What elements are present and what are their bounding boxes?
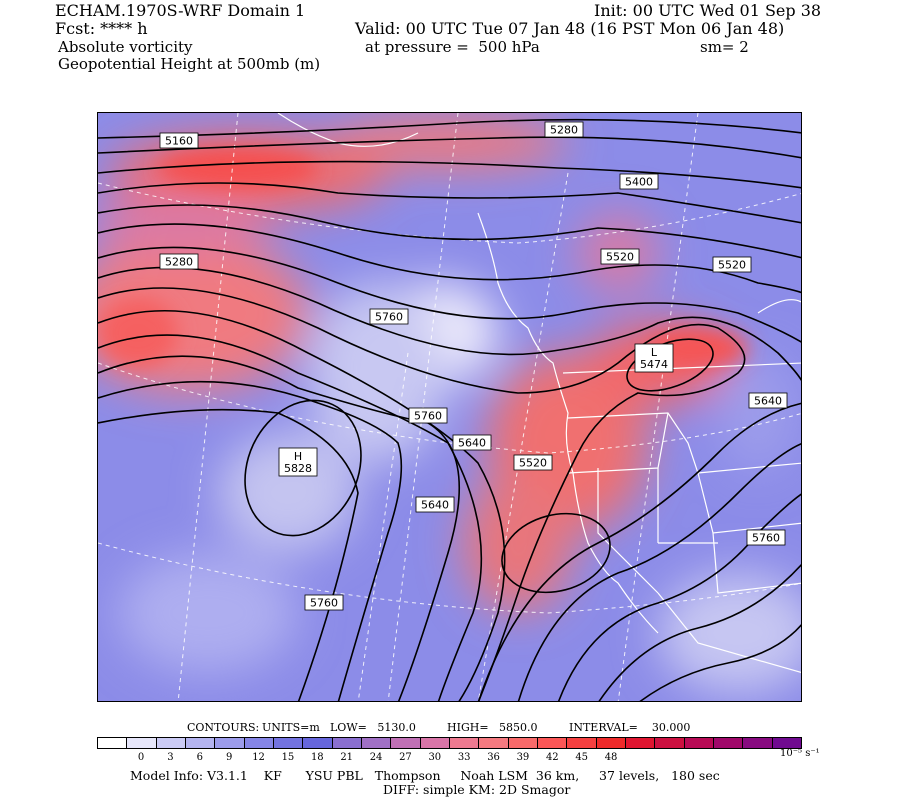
svg-text:L: L bbox=[651, 346, 658, 359]
colorbar-segment bbox=[215, 738, 245, 748]
contour-label: 5160 bbox=[159, 132, 199, 149]
colorbar-tick-label: 9 bbox=[226, 752, 233, 763]
colorbar-segment bbox=[772, 738, 801, 748]
colorbar-tick-label: 6 bbox=[196, 752, 203, 763]
contour-label: 5280 bbox=[544, 121, 584, 138]
colorbar-segment bbox=[625, 738, 656, 748]
colorbar-segment bbox=[743, 738, 773, 748]
contour-label: 5520 bbox=[712, 256, 752, 273]
svg-text:5520: 5520 bbox=[519, 457, 547, 470]
pressure-level: at pressure = 500 hPa bbox=[365, 38, 540, 56]
svg-text:5280: 5280 bbox=[165, 256, 193, 269]
colorbar-tick-label: 3 bbox=[167, 752, 174, 763]
contours-low: LOW= 5130.0 bbox=[330, 721, 416, 734]
colorbar-tick-label: 27 bbox=[399, 752, 412, 763]
svg-text:5760: 5760 bbox=[414, 410, 442, 423]
colorbar-segment bbox=[185, 738, 216, 748]
contours-label: CONTOURS: bbox=[187, 721, 260, 734]
colorbar-segment bbox=[244, 738, 274, 748]
contours-units: UNITS=m bbox=[262, 721, 320, 734]
colorbar-tick-label: 30 bbox=[428, 752, 442, 763]
forecast-hour: Fcst: **** h bbox=[55, 19, 148, 38]
vorticity-shading bbox=[98, 113, 801, 701]
svg-text:5760: 5760 bbox=[375, 311, 403, 324]
colorbar-tick-label: 24 bbox=[369, 752, 383, 763]
colorbar-tick-label: 36 bbox=[487, 752, 500, 763]
svg-text:5760: 5760 bbox=[752, 532, 780, 545]
colorbar-tick-label: 33 bbox=[457, 752, 471, 763]
svg-text:5280: 5280 bbox=[550, 124, 578, 137]
colorbar-tick-label: 15 bbox=[281, 752, 295, 763]
colorbar-segment bbox=[567, 738, 597, 748]
contours-high: HIGH= 5850.0 bbox=[447, 721, 538, 734]
colorbar-segment bbox=[332, 738, 362, 748]
svg-text:5828: 5828 bbox=[284, 462, 312, 475]
diff-info: DIFF: simple KM: 2D Smagor bbox=[383, 782, 571, 797]
colorbar-segment bbox=[420, 738, 450, 748]
svg-text:5520: 5520 bbox=[718, 259, 746, 272]
low-center-marker: L 5474 bbox=[634, 343, 674, 373]
vorticity-colorbar bbox=[97, 737, 802, 749]
contour-label: 5400 bbox=[619, 173, 659, 190]
colorbar-tick-label: 48 bbox=[604, 752, 618, 763]
colorbar-segment bbox=[449, 738, 480, 748]
contour-label: 5640 bbox=[415, 496, 455, 513]
colorbar-segment bbox=[98, 738, 128, 748]
colorbar-segment bbox=[391, 738, 421, 748]
colorbar-units: 10⁻⁵ s⁻¹ bbox=[780, 748, 820, 759]
svg-text:5474: 5474 bbox=[640, 358, 668, 371]
contour-label: 5760 bbox=[304, 594, 344, 611]
contours-interval: INTERVAL= 30.000 bbox=[569, 721, 691, 734]
svg-text:H: H bbox=[294, 450, 302, 463]
svg-text:5400: 5400 bbox=[625, 176, 653, 189]
smoothing-value: sm= 2 bbox=[700, 38, 749, 56]
model-info: Model Info: V3.1.1 KF YSU PBL Thompson N… bbox=[130, 768, 720, 783]
height-contours bbox=[98, 118, 801, 701]
colorbar-tick-label: 42 bbox=[545, 752, 559, 763]
high-center-marker: H 5828 bbox=[278, 447, 318, 477]
colorbar-segment bbox=[537, 738, 568, 748]
svg-text:5640: 5640 bbox=[421, 499, 449, 512]
contour-label: 5760 bbox=[408, 407, 448, 424]
colorbar-tick-label: 45 bbox=[575, 752, 589, 763]
vorticity-map: 5160 5280 5400 5280 5520 5520 5760 5760 … bbox=[97, 112, 802, 702]
contour-label: 5760 bbox=[369, 308, 409, 325]
svg-text:5760: 5760 bbox=[310, 597, 338, 610]
contour-label: 5760 bbox=[746, 529, 786, 546]
init-time: Init: 00 UTC Wed 01 Sep 38 bbox=[594, 1, 822, 20]
svg-text:5520: 5520 bbox=[606, 251, 634, 264]
colorbar-segment bbox=[508, 738, 538, 748]
colorbar-segment bbox=[156, 738, 186, 748]
contour-label: 5640 bbox=[748, 392, 788, 409]
colorbar-tick-label: 12 bbox=[252, 752, 265, 763]
contour-label: 5520 bbox=[513, 454, 553, 471]
colorbar-segment bbox=[303, 738, 333, 748]
field1-name: Absolute vorticity bbox=[58, 38, 193, 56]
colorbar-segment bbox=[273, 738, 304, 748]
colorbar-segment bbox=[127, 738, 157, 748]
colorbar-segment bbox=[479, 738, 509, 748]
contour-label: 5280 bbox=[159, 253, 199, 270]
contour-label: 5640 bbox=[452, 434, 492, 451]
valid-time: Valid: 00 UTC Tue 07 Jan 48 (16 PST Mon … bbox=[355, 19, 785, 38]
colorbar-tick-label: 0 bbox=[137, 752, 145, 763]
colorbar-segment bbox=[361, 738, 392, 748]
field2-name: Geopotential Height at 500mb (m) bbox=[58, 55, 321, 73]
colorbar-tick-label: 39 bbox=[516, 752, 530, 763]
svg-text:5160: 5160 bbox=[165, 135, 193, 148]
colorbar-segment bbox=[684, 738, 714, 748]
svg-text:5640: 5640 bbox=[754, 395, 782, 408]
colorbar-tick-label: 18 bbox=[310, 752, 324, 763]
colorbar-tick-label: 21 bbox=[340, 752, 354, 763]
colorbar-segment bbox=[655, 738, 685, 748]
colorbar-segment bbox=[596, 738, 626, 748]
colorbar-segment bbox=[713, 738, 744, 748]
svg-text:5640: 5640 bbox=[458, 437, 486, 450]
model-title: ECHAM.1970S-WRF Domain 1 bbox=[55, 1, 306, 20]
contour-labels: 5160 5280 5400 5280 5520 5520 5760 5760 … bbox=[159, 121, 788, 611]
contour-label: 5520 bbox=[600, 248, 640, 265]
